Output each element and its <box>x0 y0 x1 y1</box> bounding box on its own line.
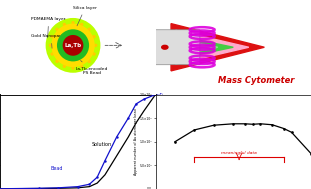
Text: Mass Cytometer: Mass Cytometer <box>218 76 295 85</box>
Text: meaningful data: meaningful data <box>221 151 257 155</box>
Circle shape <box>162 45 168 49</box>
Circle shape <box>51 24 95 67</box>
FancyBboxPatch shape <box>155 30 200 65</box>
Polygon shape <box>176 30 249 64</box>
Circle shape <box>92 52 96 56</box>
Polygon shape <box>171 24 264 71</box>
Circle shape <box>71 21 75 24</box>
Circle shape <box>87 28 91 31</box>
Text: La,Tb: La,Tb <box>64 43 81 48</box>
Circle shape <box>49 44 52 47</box>
Circle shape <box>55 28 59 31</box>
Circle shape <box>63 65 66 68</box>
Circle shape <box>94 44 97 47</box>
FancyBboxPatch shape <box>155 43 200 52</box>
Y-axis label: Apparent number of Au atoms per bead: Apparent number of Au atoms per bead <box>134 108 138 175</box>
Text: Gold Nanoparticle: Gold Nanoparticle <box>31 34 71 48</box>
Polygon shape <box>180 40 218 55</box>
Circle shape <box>50 52 54 56</box>
Text: PDMAEMA layer: PDMAEMA layer <box>31 17 66 38</box>
Circle shape <box>92 35 96 38</box>
Text: Solution: Solution <box>91 143 111 147</box>
Circle shape <box>55 60 59 63</box>
Circle shape <box>57 29 89 61</box>
Polygon shape <box>179 36 233 59</box>
Circle shape <box>80 23 83 26</box>
Circle shape <box>63 23 66 26</box>
Text: Silica layer: Silica layer <box>73 5 97 26</box>
FancyBboxPatch shape <box>155 36 200 58</box>
Text: Bead: Bead <box>50 166 63 171</box>
Circle shape <box>50 35 54 38</box>
Circle shape <box>80 65 83 68</box>
Circle shape <box>71 66 75 70</box>
Text: La,Tb-encoded
PS Bead: La,Tb-encoded PS Bead <box>76 60 108 75</box>
Circle shape <box>63 35 83 56</box>
Circle shape <box>87 60 91 63</box>
Y-axis label: LaO$^+$/La$^+$ ratio of bead: LaO$^+$/La$^+$ ratio of bead <box>165 119 173 164</box>
Circle shape <box>46 18 100 73</box>
